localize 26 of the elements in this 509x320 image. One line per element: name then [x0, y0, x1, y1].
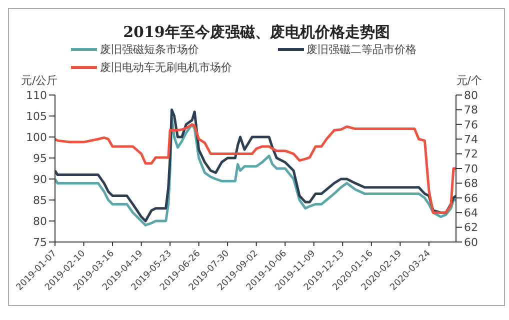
y2-tick-label: 64 [464, 206, 478, 220]
legend-label: 废旧电动车无刷电机市场价 [100, 60, 232, 75]
y2-tick-label: 66 [464, 192, 478, 205]
y-tick-label: 110 [26, 88, 47, 102]
chart-title: 2019年至今废强磁、废电机价格走势图 [122, 23, 391, 42]
y-tick-label: 80 [33, 214, 47, 228]
y2-tick-label: 68 [464, 177, 478, 190]
y2-tick-label: 80 [464, 88, 478, 102]
legend-label: 废旧强磁短条市场价 [100, 42, 199, 57]
y2-tick-label: 72 [464, 148, 478, 161]
y-tick-label: 90 [33, 172, 47, 186]
y2-tick-label: 70 [464, 162, 478, 176]
y2-tick-label: 62 [464, 221, 478, 234]
y-axis-title: 元/公斤 [21, 73, 58, 88]
y-tick-label: 100 [26, 130, 47, 144]
legend-label: 废旧强磁二等品市价格 [306, 42, 416, 57]
y-tick-label: 75 [33, 236, 47, 249]
y2-tick-label: 74 [464, 133, 478, 146]
y-tick-label: 95 [33, 152, 47, 165]
y2-tick-label: 60 [464, 236, 478, 249]
y-tick-label: 85 [33, 194, 47, 207]
y2-axis-title: 元/个 [456, 73, 482, 88]
y2-tick-label: 76 [464, 118, 478, 132]
line-series [55, 123, 456, 214]
y2-tick-label: 78 [464, 104, 478, 117]
y-tick-label: 105 [26, 110, 47, 123]
